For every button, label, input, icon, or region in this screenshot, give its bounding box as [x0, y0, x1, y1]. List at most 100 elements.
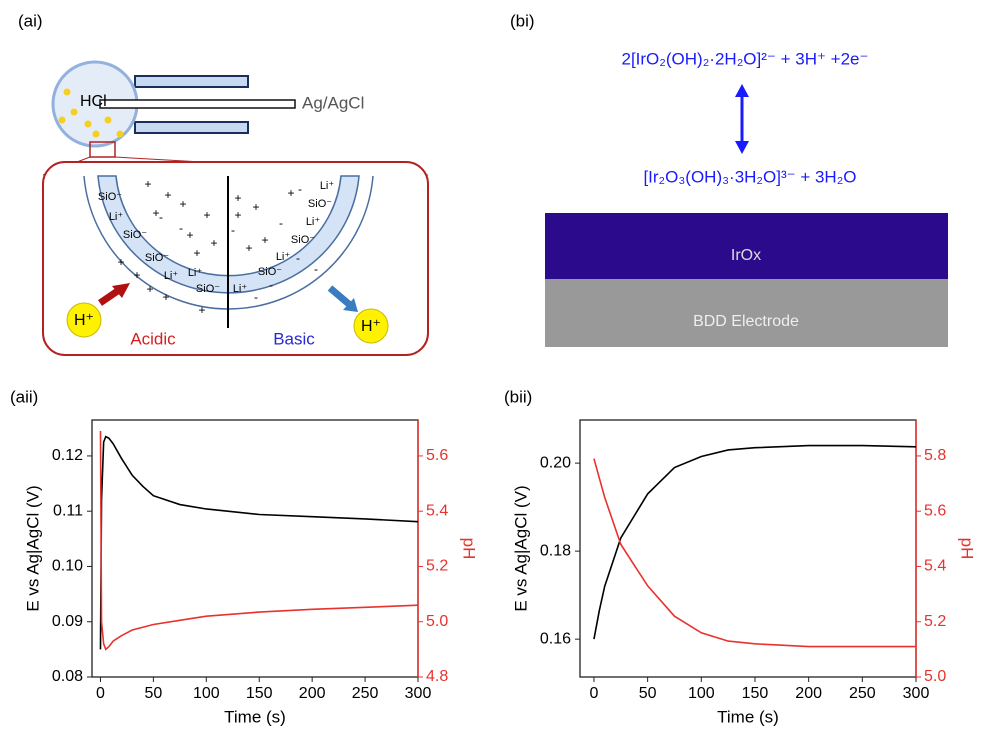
charge-label: +: [179, 197, 186, 211]
y2-tick-label: 5.2: [426, 558, 448, 575]
x-axis-label: Time (s): [717, 707, 779, 726]
ion-label: SiO⁻: [196, 283, 220, 295]
x-tick-label: 0: [590, 685, 599, 702]
panel-label: (bi): [510, 11, 535, 30]
y2-tick-label: 5.6: [426, 447, 448, 464]
x-tick-label: 200: [299, 685, 326, 702]
y-tick-label: 0.16: [540, 630, 571, 647]
tube: [135, 76, 248, 87]
y-tick-label: 0.11: [53, 502, 83, 519]
charge-label: +: [186, 228, 193, 242]
panel-label: (aii): [10, 387, 38, 406]
charge-label: -: [179, 221, 183, 235]
data-line: [100, 431, 418, 649]
charge-label: +: [117, 255, 124, 269]
charge-label: -: [269, 278, 273, 292]
x-tick-label: 100: [193, 685, 220, 702]
charge-label: +: [164, 188, 171, 202]
x-tick-label: 150: [246, 685, 273, 702]
plot-frame: [92, 420, 418, 677]
y-axis-label: E vs Ag|AgCl (V): [23, 485, 42, 611]
proton-label: H⁺: [361, 318, 381, 335]
x-tick-label: 250: [352, 685, 379, 702]
charge-label: +: [203, 208, 210, 222]
charge-label: -: [314, 262, 318, 276]
x-tick-label: 0: [96, 685, 105, 702]
charge-label: +: [287, 186, 294, 200]
charge-label: +: [133, 268, 140, 282]
ion-label: Li⁺: [188, 267, 203, 279]
ion-label: Li⁺: [320, 180, 335, 192]
charge-label: -: [159, 210, 163, 224]
x-tick-label: 100: [688, 685, 715, 702]
x-axis-label: Time (s): [224, 707, 286, 726]
y2-tick-label: 5.4: [426, 502, 448, 519]
data-line: [594, 459, 916, 647]
charge-label: +: [210, 236, 217, 250]
charge-label: +: [234, 191, 241, 205]
panel-label: (ai): [18, 11, 43, 30]
x-tick-label: 300: [405, 685, 432, 702]
y-tick-label: 0.20: [540, 454, 571, 471]
charge-label: +: [245, 241, 252, 255]
ion-label: Li⁺: [164, 270, 179, 282]
charge-label: -: [298, 182, 302, 196]
ion-label: Li⁺: [276, 251, 291, 263]
charge-label: -: [254, 290, 258, 304]
x-tick-label: 50: [639, 685, 657, 702]
arrow-head: [735, 84, 749, 97]
y2-tick-label: 5.6: [924, 502, 946, 519]
y2-tick-label: 5.0: [426, 613, 448, 630]
ion-label: Li⁺: [306, 216, 321, 228]
charge-label: +: [234, 208, 241, 222]
proton-label: H⁺: [74, 312, 94, 329]
plot-frame: [580, 420, 916, 677]
y-tick-label: 0.18: [540, 542, 571, 559]
charge-label: +: [144, 177, 151, 191]
charge-label: +: [162, 290, 169, 304]
data-line: [594, 446, 916, 640]
tube: [135, 122, 248, 133]
y2-tick-label: 5.0: [924, 668, 946, 685]
irox-layer: [545, 213, 948, 279]
ion-label: SiO⁻: [308, 198, 332, 210]
y-axis-label: E vs Ag|AgCl (V): [511, 485, 530, 611]
charge-label: +: [252, 200, 259, 214]
equation: 2[IrO₂(OH)₂·2H₂O]²⁻ + 3H⁺ +2e⁻: [622, 49, 869, 68]
y2-tick-label: 5.4: [924, 558, 946, 575]
y-tick-label: 0.12: [52, 447, 83, 464]
data-line: [100, 437, 418, 650]
y2-tick-label: 5.2: [924, 613, 946, 630]
ion-label: Li⁺: [233, 283, 248, 295]
figure-canvas: (ai) HCl Ag/AgCl H⁺ H⁺ Acidic Basic SiO⁻…: [0, 0, 987, 731]
ion-label: SiO⁻: [98, 191, 122, 203]
arrow-head: [735, 141, 749, 154]
charge-label: +: [198, 303, 205, 317]
ion-label: SiO⁻: [145, 252, 169, 264]
y2-axis-label: pH: [460, 538, 479, 560]
charge-label: -: [296, 251, 300, 265]
charge-label: -: [279, 216, 283, 230]
y-tick-label: 0.08: [52, 668, 83, 685]
basic-label: Basic: [273, 329, 315, 348]
equation: [Ir₂O₃(OH)₃·3H₂O]³⁻ + 3H₂O: [643, 167, 856, 186]
ion-label: SiO⁻: [258, 266, 282, 278]
charge-label: -: [231, 223, 235, 237]
ion-label: SiO⁻: [291, 234, 315, 246]
figure: (ai) HCl Ag/AgCl H⁺ H⁺ Acidic Basic SiO⁻…: [0, 0, 987, 731]
charge-label: +: [193, 246, 200, 260]
solution-label: HCl: [80, 93, 107, 110]
charge-label: +: [261, 233, 268, 247]
x-tick-label: 50: [144, 685, 162, 702]
y-tick-label: 0.09: [52, 613, 83, 630]
x-tick-label: 150: [742, 685, 769, 702]
x-tick-label: 300: [903, 685, 930, 702]
y2-tick-label: 4.8: [426, 668, 448, 685]
panel-label: (bii): [504, 387, 532, 406]
charge-label: +: [146, 282, 153, 296]
reference-wire: [100, 100, 295, 108]
y-tick-label: 0.10: [52, 558, 83, 575]
reference-label: Ag/AgCl: [302, 93, 364, 112]
layer-label: IrOx: [731, 247, 761, 264]
ion-label: Li⁺: [109, 211, 124, 223]
